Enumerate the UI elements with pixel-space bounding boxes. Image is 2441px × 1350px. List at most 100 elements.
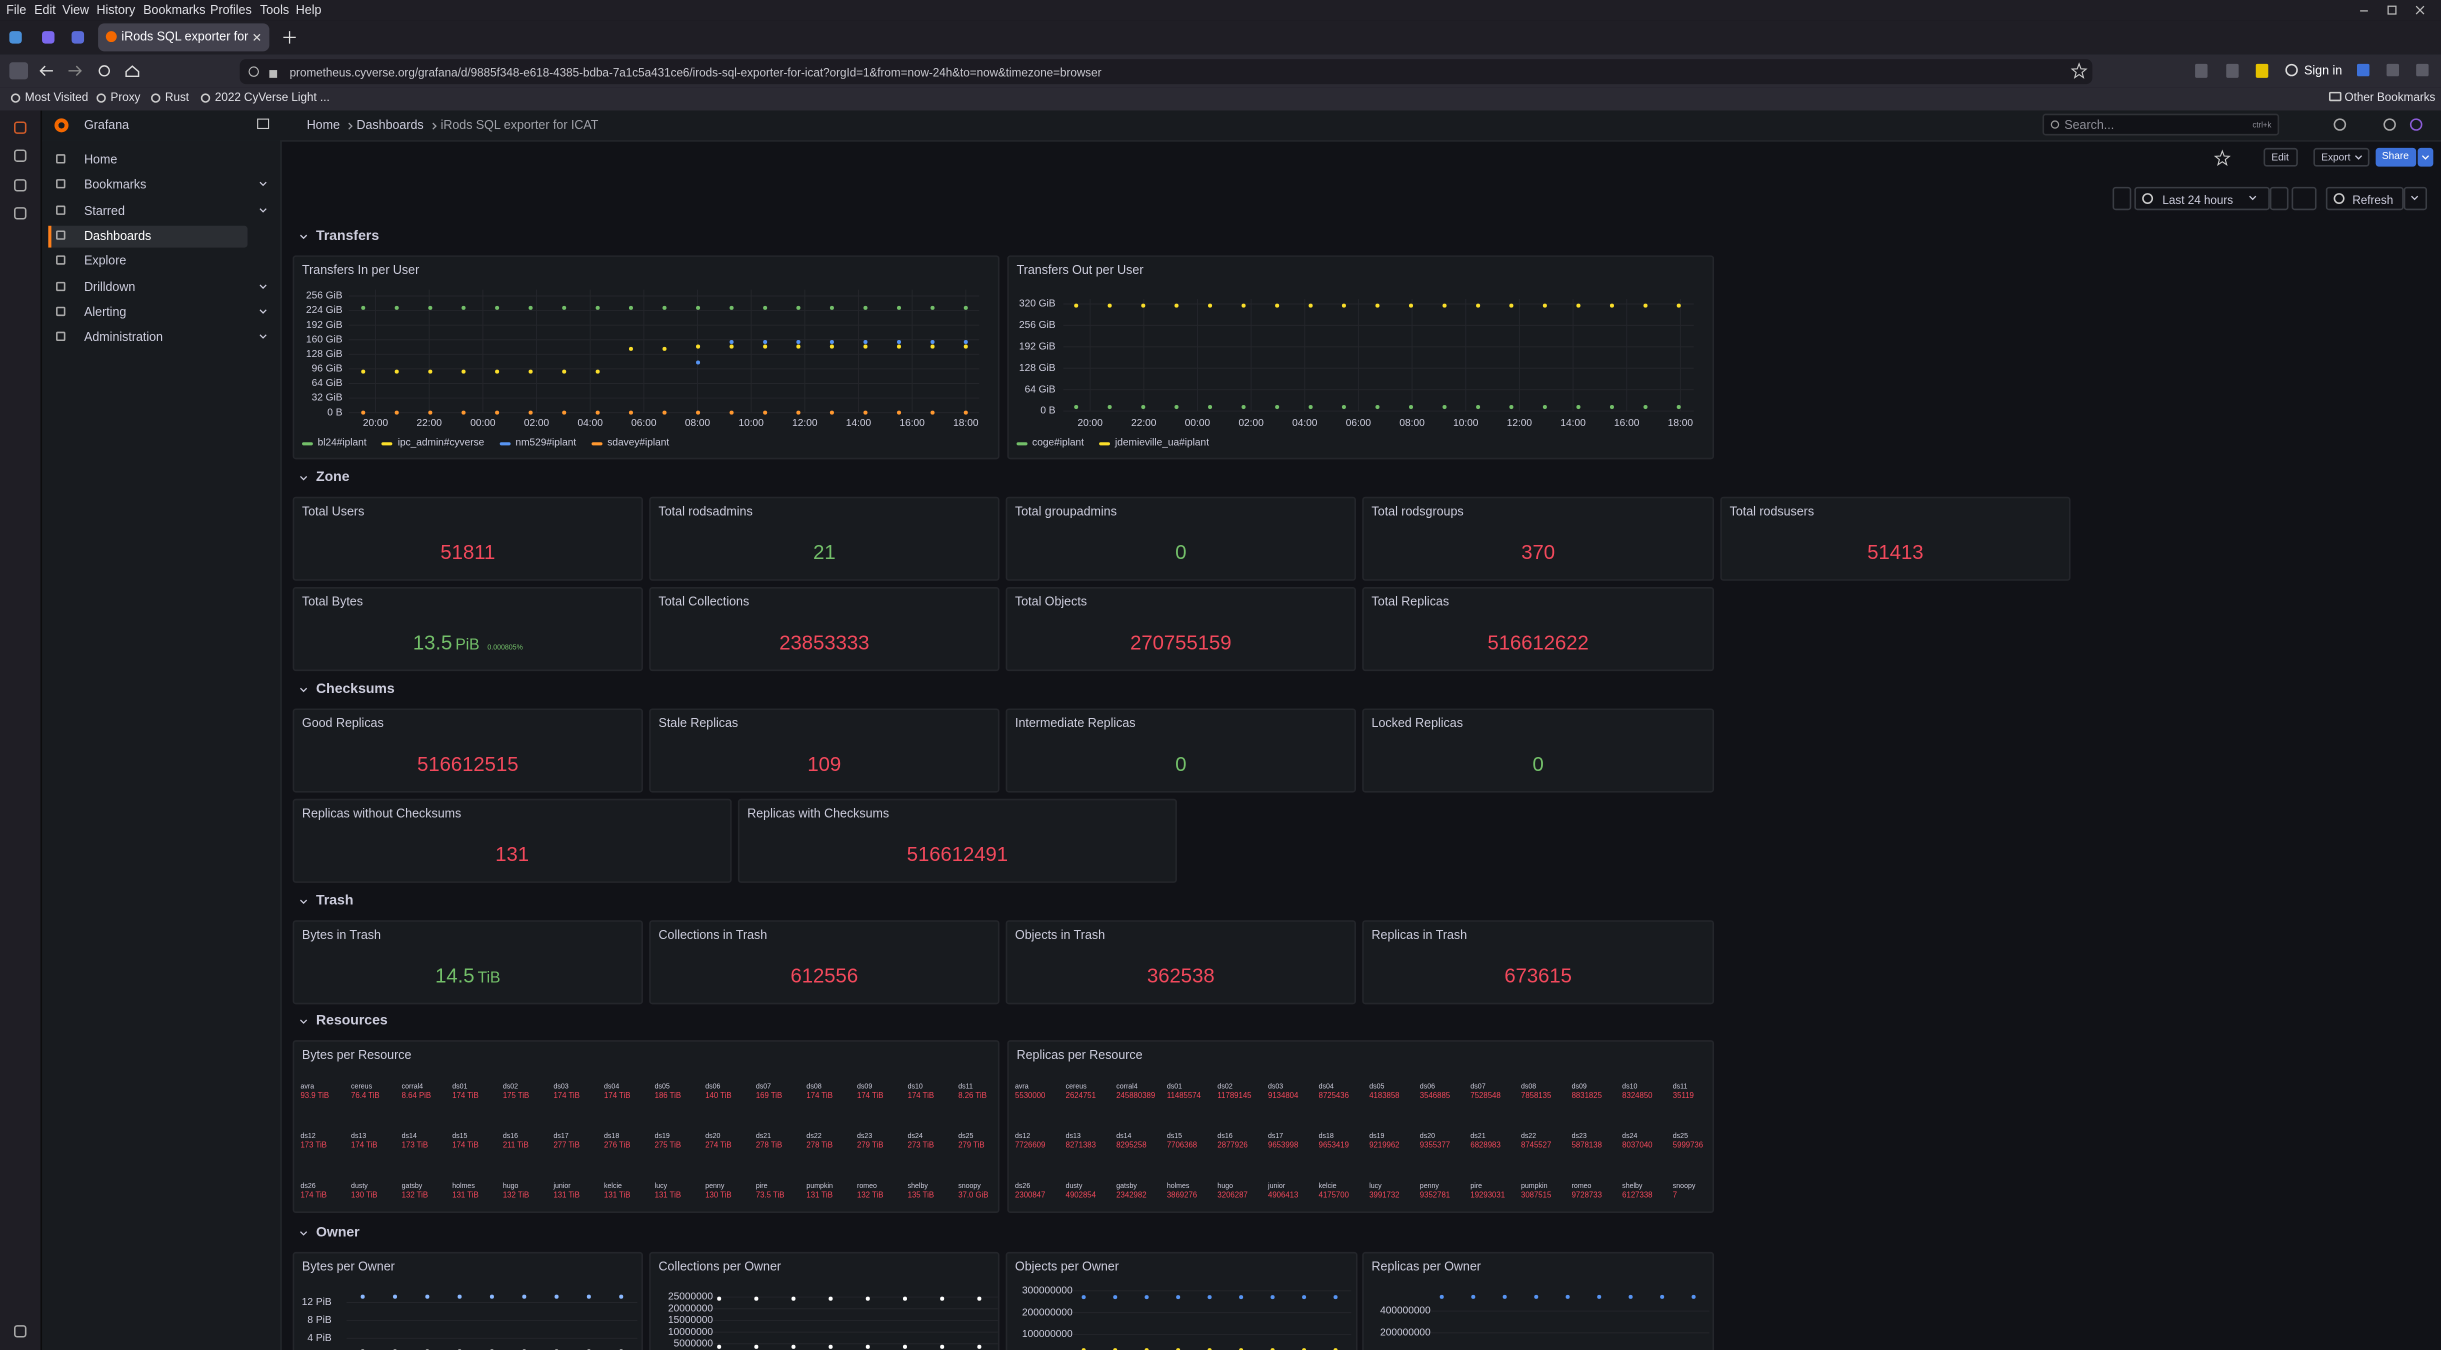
pinned-tab-icon[interactable] [9, 31, 22, 44]
topbar-icon[interactable] [2383, 118, 2396, 131]
point [1375, 405, 1380, 410]
nav-item[interactable]: Starred [84, 203, 125, 218]
toolbar-icon[interactable] [2386, 63, 2400, 77]
browser-sidebar [0, 110, 43, 1350]
row-title[interactable]: Owner [316, 1223, 360, 1240]
share-dropdown[interactable] [2417, 147, 2434, 167]
row-title[interactable]: Transfers [316, 227, 380, 243]
point [1107, 405, 1112, 410]
point [1207, 1295, 1212, 1300]
legend-item[interactable]: ipc_admin#cyverse [382, 438, 484, 448]
pinned-tab-icon[interactable] [71, 31, 85, 44]
panel-title: Total groupadmins [1015, 504, 1117, 519]
row-title[interactable]: Checksums [316, 680, 395, 697]
stat-number: 270755159 [1130, 630, 1232, 654]
point [1576, 303, 1581, 308]
row-title[interactable]: Resources [316, 1012, 388, 1028]
search-icon [2050, 120, 2060, 129]
legend-item[interactable]: sdavey#iplant [591, 437, 670, 449]
resource-name: cereus [1065, 1082, 1087, 1090]
resource-value: 3869276 [1166, 1191, 1198, 1201]
star-dashboard [2213, 149, 2231, 167]
legend-swatch [499, 441, 511, 445]
other-bookmarks[interactable]: Other Bookmarks [2344, 90, 2436, 105]
nav-item[interactable]: Drilldown [84, 279, 136, 294]
sidebar-icon[interactable] [14, 149, 27, 162]
y-tick-label: 20000000 [668, 1303, 713, 1314]
x-tick-label: 10:00 [1453, 418, 1479, 429]
menu-item[interactable]: History [96, 3, 136, 18]
resource-name: ds25 [1672, 1132, 1688, 1140]
legend-item[interactable]: jdemieville_ua#iplant [1099, 438, 1209, 448]
point [495, 369, 500, 374]
legend-item[interactable]: coge#iplant [1016, 438, 1084, 448]
sidebar-icon[interactable] [14, 1325, 27, 1338]
menu-item[interactable]: View [62, 3, 90, 18]
toolbar-icon[interactable] [2416, 63, 2429, 77]
toolbar-icon[interactable] [2195, 63, 2208, 78]
legend-item[interactable]: bl24#iplant [302, 438, 367, 448]
refresh-interval[interactable] [2403, 186, 2428, 211]
point [696, 360, 701, 365]
panel-title: Replicas per Resource [1016, 1047, 1143, 1062]
bookmark[interactable]: Most Visited [24, 90, 89, 105]
topbar-icon[interactable] [2409, 118, 2423, 131]
panel-title: Transfers In per User [302, 263, 420, 278]
toolbar-icon[interactable] [2226, 63, 2239, 78]
bookmark[interactable]: Proxy [110, 90, 141, 105]
nav-item[interactable]: Dashboards [84, 228, 152, 243]
resource-name: ds05 [654, 1082, 670, 1090]
bookmark[interactable]: 2022 CyVerse Light ... [214, 90, 330, 105]
breadcrumb-item[interactable]: Dashboards [356, 118, 424, 133]
menu-item[interactable]: Edit [34, 3, 56, 18]
time-next[interactable] [2269, 186, 2289, 211]
share-button[interactable]: Share [2375, 147, 2417, 167]
search-box[interactable]: Search... ctrl+k [2042, 113, 2280, 136]
time-prev[interactable] [2112, 186, 2132, 211]
nav-item[interactable]: Alerting [84, 304, 127, 319]
stat-number: 14.5 [435, 963, 475, 988]
topbar-icon[interactable] [2333, 118, 2347, 131]
legend-label: sdavey#iplant [607, 437, 670, 449]
row-title[interactable]: Zone [316, 468, 350, 485]
stat-number: 23853333 [779, 630, 870, 654]
toolbar-icon[interactable] [2255, 63, 2269, 78]
resource-value: 7 [1672, 1191, 1678, 1201]
grafana-logo [54, 118, 69, 133]
legend-item[interactable]: nm529#iplant [499, 438, 576, 448]
refresh-button[interactable]: Refresh [2325, 186, 2404, 211]
brand[interactable]: Grafana [84, 118, 130, 133]
chevron [259, 309, 267, 314]
edit-button[interactable]: Edit [2263, 147, 2298, 167]
bookmark[interactable]: Rust [165, 90, 190, 105]
resource-name: ds24 [1622, 1132, 1638, 1140]
point [829, 305, 834, 310]
sign-in-button[interactable]: Sign in [2304, 63, 2343, 78]
time-picker[interactable]: Last 24 hours [2134, 186, 2270, 211]
x-tick-label: 20:00 [363, 418, 389, 429]
point [729, 344, 734, 349]
menu-item[interactable]: File [6, 3, 27, 18]
menu-item[interactable]: Profiles [210, 3, 252, 18]
nav-icon [56, 154, 66, 164]
tab[interactable]: iRods SQL exporter for IC/ [98, 23, 270, 52]
breadcrumb-item[interactable]: Home [306, 118, 340, 133]
sidebar-icon[interactable] [14, 207, 27, 220]
sidebar-icon[interactable] [14, 121, 27, 134]
nav-item[interactable]: Home [84, 152, 118, 167]
sidebar-icon[interactable] [14, 179, 27, 192]
url-bar[interactable]: prometheus.cyverse.org/grafana/d/9885f34… [239, 59, 2093, 85]
menu-item[interactable]: Help [295, 3, 322, 18]
resource-name: junior [553, 1181, 571, 1190]
export-button[interactable]: Export [2313, 147, 2370, 167]
nav-item[interactable]: Bookmarks [84, 177, 147, 192]
zoom-out[interactable] [2291, 186, 2317, 211]
row-title[interactable]: Trash [316, 892, 354, 908]
nav-item[interactable]: Explore [84, 254, 127, 269]
menu-item[interactable]: Tools [259, 3, 290, 18]
menu-item[interactable]: Bookmarks [143, 3, 206, 18]
toolbar-icon[interactable] [2356, 63, 2370, 77]
panel: Bytes in Trash 14.5 TiB [292, 920, 643, 1005]
pinned-tab-icon[interactable] [42, 31, 55, 44]
nav-item[interactable]: Administration [84, 330, 163, 345]
